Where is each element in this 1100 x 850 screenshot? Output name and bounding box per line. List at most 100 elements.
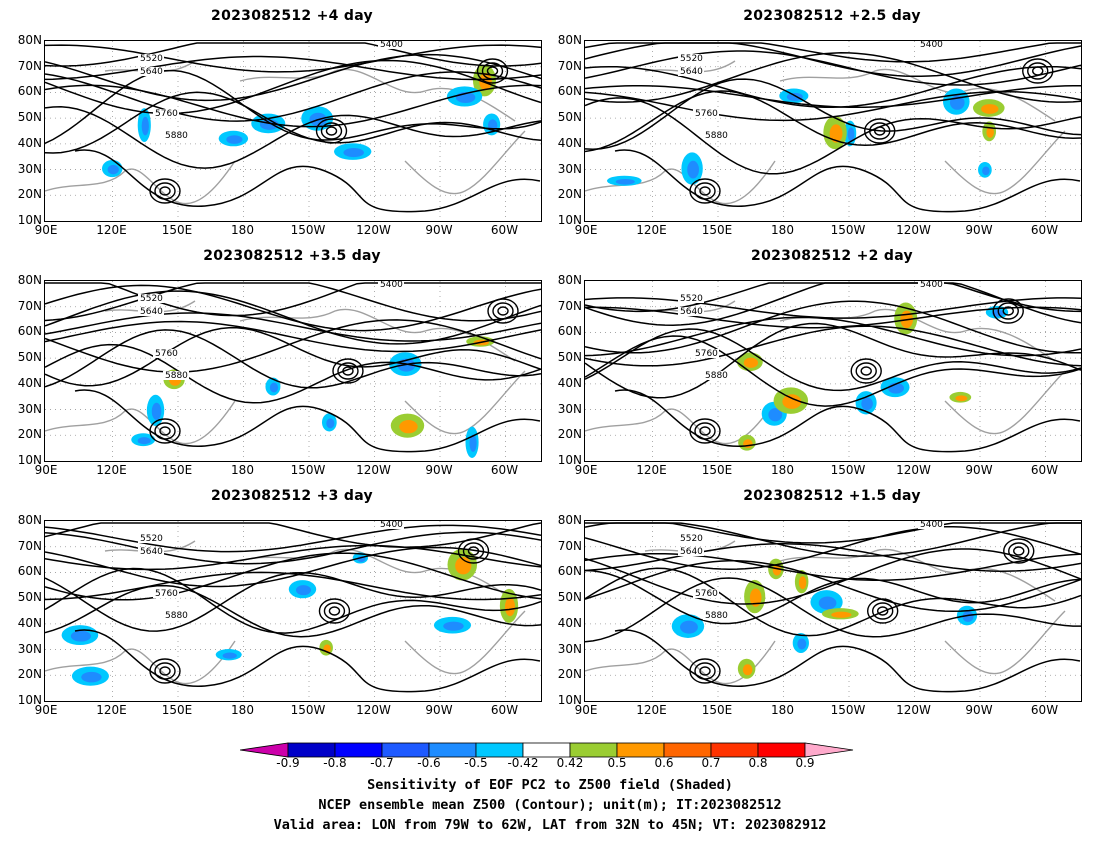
colorbar-segment <box>287 742 336 758</box>
lon-tick-label: 120E <box>636 223 667 237</box>
contour-label: 5880 <box>165 131 188 141</box>
colorbar-min-arrow <box>240 742 289 758</box>
lat-tick-label: 70N <box>557 538 582 553</box>
z500-contour <box>45 584 541 638</box>
lat-tick-label: 60N <box>17 324 42 339</box>
positive-sensitivity-core <box>831 611 852 618</box>
closed-contour <box>325 126 338 136</box>
caption-line-2: NCEP ensemble mean Z500 (Contour); unit(… <box>318 797 782 813</box>
coastline <box>779 548 1056 602</box>
lat-tick-label: 30N <box>557 401 582 416</box>
contour-label: 5520 <box>680 534 703 544</box>
contour-label: 5760 <box>155 589 178 599</box>
closed-contour <box>497 306 509 316</box>
lon-tick-label: 120E <box>636 703 667 717</box>
lon-tick-label: 150E <box>161 703 193 717</box>
z500-contour <box>45 312 541 342</box>
contour-label-bg <box>678 54 704 63</box>
lon-tick-label: 120W <box>896 223 931 237</box>
lon-tick-label: 60W <box>1030 223 1059 237</box>
positive-sensitivity-core <box>782 394 802 409</box>
contour-label: 5640 <box>140 547 163 557</box>
negative-sensitivity-core <box>269 382 279 393</box>
map-panel-6: 5400 5520 5640 5760 5880 <box>584 520 1082 702</box>
closed-contour <box>869 122 891 140</box>
lat-tick-label: 40N <box>17 615 42 630</box>
z500-contour-5880 <box>614 149 1081 213</box>
contour-label: 5880 <box>705 371 728 381</box>
lon-tick-label: 150E <box>161 223 193 237</box>
z500-contour <box>585 42 1081 78</box>
lon-tick-label: 150E <box>701 223 733 237</box>
z500-contour <box>45 290 541 345</box>
lon-tick-label: 150W <box>290 463 326 477</box>
closed-contour <box>997 302 1019 320</box>
z500-contour-5880 <box>74 389 541 453</box>
negative-sensitivity-core <box>81 671 102 683</box>
positive-sensitivity-core <box>749 588 762 607</box>
lat-tick-label: 20N <box>17 667 42 682</box>
negative-sensitivity-core <box>295 585 312 596</box>
negative-sensitivity-core <box>107 164 119 175</box>
lon-tick-label: 120W <box>896 703 931 717</box>
negative-sensitivity-core <box>222 652 237 659</box>
contour-label-bg <box>163 371 189 380</box>
lon-tick-label: 90W <box>425 223 453 237</box>
lon-tick-label: 90E <box>574 223 598 237</box>
map-svg: 5400 5520 5640 5760 5880 <box>45 281 541 461</box>
lat-tick-label: 80N <box>557 33 582 47</box>
z500-contour <box>45 53 541 102</box>
z500-contour <box>45 106 541 169</box>
lon-tick-label: 150E <box>161 463 193 477</box>
z500-contour <box>585 552 1081 582</box>
contour-label-bg <box>693 109 719 118</box>
closed-contour <box>481 62 504 80</box>
negative-sensitivity-core <box>226 135 243 144</box>
map-svg: 5400 5520 5640 5760 5880 <box>585 281 1081 461</box>
contour-label-bg <box>918 521 944 529</box>
lon-tick-label: 120E <box>96 703 127 717</box>
lon-tick-label: 90W <box>425 463 453 477</box>
lat-tick-label: 50N <box>557 110 582 125</box>
lat-tick-label: 40N <box>557 135 582 150</box>
z500-contour <box>585 335 1081 407</box>
colorbar-segment <box>710 742 759 758</box>
z500-contour <box>585 97 1081 175</box>
contour-label: 5640 <box>680 547 703 557</box>
lat-tick-label: 30N <box>17 641 42 656</box>
lon-tick-label: 120E <box>96 223 127 237</box>
z500-contour-5880 <box>614 629 1081 693</box>
negative-sensitivity-core <box>137 437 151 445</box>
lon-tick-label: 150W <box>830 223 866 237</box>
colorbar-max-arrow <box>804 742 854 758</box>
z500-contour <box>45 44 541 73</box>
z500-contour <box>45 571 541 632</box>
closed-contour <box>1022 58 1054 84</box>
lon-tick-label: 90E <box>34 223 58 237</box>
negative-sensitivity-core <box>818 596 837 610</box>
z500-contour <box>585 322 1081 399</box>
colorbar-tick-label: 0.7 <box>701 756 721 770</box>
contour-label-bg <box>138 534 164 543</box>
lat-tick-label: 50N <box>557 590 582 605</box>
contour-label-bg <box>163 131 189 140</box>
negative-sensitivity-core <box>326 418 335 429</box>
contour-label-bg <box>138 294 164 303</box>
z500-contour <box>45 42 541 67</box>
panel-title-5: 2023082512 +3 day <box>211 488 373 504</box>
z500-contour <box>45 59 541 115</box>
contour-label: 5400 <box>920 41 943 50</box>
closed-contour <box>866 598 899 624</box>
contour-label-bg <box>693 349 719 358</box>
lat-tick-label: 10N <box>557 693 582 707</box>
contour-label-bg <box>138 67 164 76</box>
positive-sensitivity-core <box>772 564 782 576</box>
lat-tick-label: 30N <box>557 641 582 656</box>
colorbar-tick-label: -0.7 <box>370 756 394 770</box>
contour-label-bg <box>693 589 719 598</box>
colorbar-tick-label: -0.9 <box>276 756 300 770</box>
contour-label-bg <box>918 41 944 49</box>
lon-tick-label: 120E <box>636 463 667 477</box>
contour-label: 5880 <box>705 611 728 621</box>
negative-sensitivity-core <box>786 92 803 101</box>
